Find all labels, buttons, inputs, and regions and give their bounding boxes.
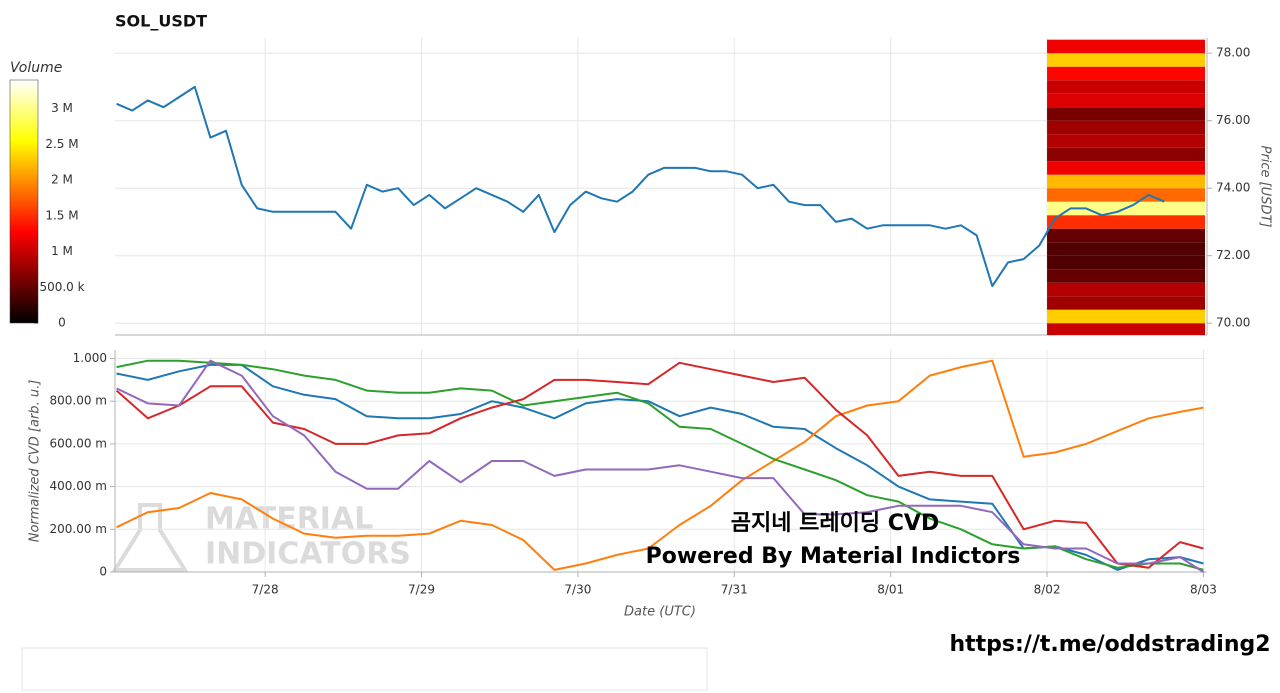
y-tick-label: 74.00 <box>1216 181 1250 195</box>
x-tick-label: 7/28 <box>252 583 279 597</box>
heatmap-cell <box>1047 174 1205 189</box>
x-tick-label: 7/30 <box>564 583 591 597</box>
colorbar-tick-label: 500.0 k <box>39 280 84 294</box>
y-tick-label: 72.00 <box>1216 248 1250 262</box>
heatmap-cell <box>1047 242 1205 256</box>
heatmap-cell <box>1047 147 1205 162</box>
watermark-text: MATERIAL <box>205 502 373 537</box>
y-tick-label: 200.00 m <box>50 522 108 536</box>
y-tick-label: 400.00 m <box>50 479 108 493</box>
heatmap-cell <box>1047 269 1205 283</box>
heatmap <box>1047 39 1205 335</box>
chart-title: SOL_USDT <box>115 12 207 31</box>
colorbar-title: Volume <box>10 60 62 76</box>
x-tick-label: 8/03 <box>1190 583 1217 597</box>
series-line <box>116 359 1204 571</box>
series-line <box>115 361 1204 569</box>
y-tick-label: 600.00 m <box>50 436 108 450</box>
series-line <box>116 85 1165 288</box>
heatmap-cell <box>1047 120 1205 135</box>
colorbar-tick-label: 1 M <box>51 244 73 258</box>
colorbar-tick-label: 2 M <box>51 173 73 187</box>
y-tick-label: 70.00 <box>1216 316 1250 330</box>
y-axis-label: Price [USDT] <box>1258 146 1273 228</box>
heatmap-cell <box>1047 134 1205 148</box>
watermark: MATERIAL INDICATORS <box>111 502 411 572</box>
x-tick-label: 7/29 <box>408 583 435 597</box>
y-tick-label: 78.00 <box>1216 46 1250 60</box>
x-tick-label: 8/02 <box>1034 583 1061 597</box>
heatmap-cell <box>1047 66 1205 81</box>
plots: 70.00 72.00 74.00 76.00 78.00 Price [USDT] 0 50… <box>28 38 1273 677</box>
heatmap-cell <box>1047 188 1205 202</box>
heatmap-cell <box>1047 323 1205 335</box>
annotation: 곰지네 트레이딩 CVD <box>731 511 939 536</box>
x-axis-label: Date (UTC) <box>624 605 696 620</box>
x-tick-label: 7/31 <box>721 583 748 597</box>
colorbar <box>9 79 39 324</box>
series-line <box>116 359 1204 571</box>
colorbar-tick-label: 1.5 M <box>45 208 78 222</box>
heatmap-cell <box>1047 161 1205 175</box>
heatmap-cell <box>1047 255 1205 270</box>
heatmap-cell <box>1047 282 1205 297</box>
heatmap-cell <box>1047 296 1205 310</box>
heatmap-cell <box>1047 215 1205 229</box>
url: https://t.me/oddstrading2 <box>949 632 1270 657</box>
series-line <box>116 359 1204 573</box>
legend-box <box>21 647 708 691</box>
heatmap-cell <box>1047 39 1205 54</box>
colorbar-tick-label: 0 <box>58 316 66 330</box>
heatmap-cell <box>1047 80 1205 94</box>
watermark-icon <box>111 503 189 572</box>
y-tick-label: 0 <box>99 565 107 579</box>
y-tick-label: 1.000 <box>73 351 107 365</box>
heatmap-cell <box>1047 93 1205 108</box>
y-tick-label: 76.00 <box>1216 113 1250 127</box>
heatmap-cell <box>1047 107 1205 121</box>
heatmap-cell <box>1047 53 1205 67</box>
y-tick-label: 800.00 m <box>50 394 108 408</box>
colorbar-tick-label: 2.5 M <box>45 137 78 151</box>
heatmap-cell <box>1047 309 1205 324</box>
heatmap-cell <box>1047 228 1205 243</box>
colorbar-tick-label: 3 M <box>51 101 73 115</box>
annotation: Powered By Material Indictors <box>646 544 1021 569</box>
x-tick-label: 8/01 <box>877 583 904 597</box>
watermark-text: INDICATORS <box>205 537 411 572</box>
y-axis-label: Normalized CVD [arb. u.] <box>28 380 43 543</box>
